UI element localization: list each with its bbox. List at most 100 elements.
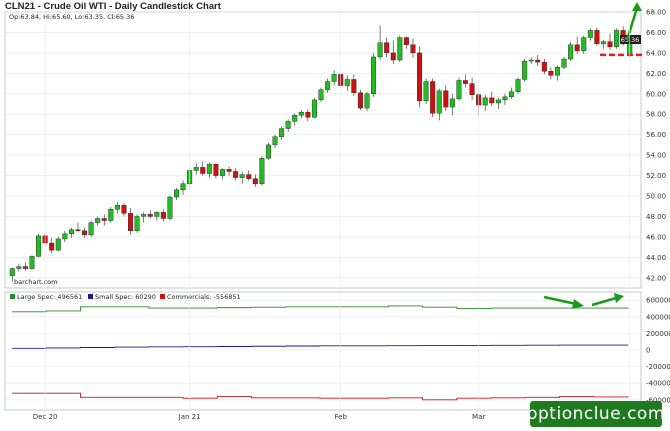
last-price-box: [620, 35, 641, 44]
candle: [587, 28, 593, 41]
candle-body: [62, 233, 68, 240]
candle-body: [581, 37, 587, 52]
price-plot-frame: [4, 11, 642, 289]
candle-body: [16, 266, 22, 269]
candle-body: [351, 79, 357, 93]
cot-tick-label: 0: [646, 347, 650, 355]
candle: [318, 87, 324, 102]
candle: [141, 212, 147, 223]
candle: [101, 214, 107, 226]
candle-body: [331, 74, 337, 82]
candle: [16, 263, 22, 272]
candle-body: [49, 242, 55, 251]
candle-body: [325, 81, 331, 90]
price-y-axis: 68.00 66.00 64.00 62.00 60.00 58.00 56.00 54.00…: [646, 9, 666, 283]
candle-body: [397, 37, 403, 61]
candle: [502, 93, 508, 106]
legend-swatch: [10, 294, 15, 299]
price-tick-label: 68.00: [646, 9, 666, 17]
candle: [114, 202, 120, 214]
candle-body: [607, 41, 613, 47]
candle: [515, 77, 521, 94]
candle: [226, 166, 232, 176]
legend-swatch: [88, 294, 93, 299]
candle: [239, 171, 245, 184]
candle-body: [423, 81, 429, 102]
candle: [55, 236, 61, 252]
candle: [233, 168, 239, 181]
candle: [213, 163, 219, 179]
legend-label: Small Spec: 60290: [95, 293, 156, 301]
price-tick-label: 64.00: [646, 49, 666, 57]
candle-body: [449, 98, 455, 108]
candle-body: [344, 79, 350, 86]
price-tick-label: 56.00: [646, 131, 666, 139]
candle: [377, 25, 383, 61]
candle-body: [489, 97, 495, 104]
candle: [279, 126, 285, 140]
candle-body: [502, 96, 508, 101]
candle: [200, 161, 206, 176]
candle: [554, 65, 560, 81]
candle: [252, 174, 258, 187]
candle-body: [219, 169, 225, 176]
candle: [508, 87, 514, 99]
candle: [574, 36, 580, 54]
candle-body: [548, 71, 554, 76]
candle: [417, 46, 423, 108]
candles: [9, 25, 633, 282]
candle-body: [272, 136, 278, 146]
price-tick-label: 54.00: [646, 152, 666, 160]
candle-body: [311, 99, 317, 118]
legend-label: Large Spec: 496561: [17, 293, 82, 301]
candle-body: [574, 44, 580, 52]
candle: [436, 88, 442, 121]
candle-body: [554, 66, 560, 76]
candle: [108, 207, 114, 223]
x-tick-label: Mar: [472, 413, 485, 421]
cot-plot-frame: [4, 291, 642, 411]
candle-body: [522, 60, 528, 80]
candle-body: [587, 30, 593, 38]
candle: [449, 93, 455, 116]
candle-body: [160, 212, 166, 219]
candle: [594, 27, 600, 46]
candle-body: [463, 80, 469, 84]
candle-body: [180, 183, 186, 191]
candle: [22, 262, 28, 271]
candle: [285, 119, 291, 132]
candle-body: [239, 174, 245, 178]
candle: [581, 35, 587, 54]
candle: [548, 67, 554, 80]
candle-body: [600, 41, 606, 44]
candle: [259, 156, 265, 186]
candle-body: [134, 216, 140, 231]
price-tick-label: 50.00: [646, 193, 666, 201]
cot-series-line: [12, 344, 629, 349]
candle: [522, 59, 528, 82]
candle-body: [561, 58, 567, 68]
candle-body: [456, 80, 462, 100]
candle-body: [305, 111, 311, 118]
candle-body: [68, 229, 74, 235]
candle-body: [29, 256, 35, 269]
candle-body: [246, 174, 252, 179]
candle-body: [36, 235, 42, 257]
candle: [9, 267, 15, 282]
candle: [82, 227, 88, 238]
ohlc-label: Op:63.84, Hi:65.60, Lo:63.35, Cl:65.36: [9, 13, 134, 21]
cot-arrow-2: [591, 293, 624, 307]
candle: [331, 70, 337, 86]
candle-body: [88, 222, 94, 236]
price-tick-label: 46.00: [646, 233, 666, 241]
candle: [430, 78, 436, 118]
cot-tick-label: 600000: [646, 297, 670, 305]
candle: [29, 255, 35, 270]
candle: [535, 54, 541, 67]
candle-body: [357, 92, 363, 109]
candle: [561, 56, 567, 70]
candle: [495, 97, 501, 110]
candle: [607, 33, 613, 50]
